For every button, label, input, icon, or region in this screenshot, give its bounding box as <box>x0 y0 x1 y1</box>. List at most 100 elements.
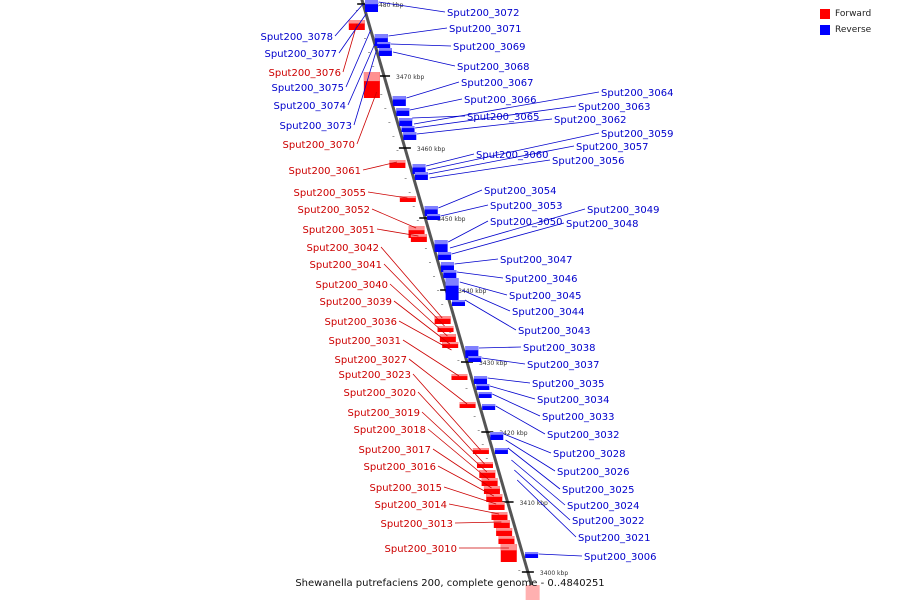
gene-label-reverse[interactable]: Sput200_3073 <box>280 121 353 132</box>
gene-label-forward[interactable]: Sput200_3040 <box>316 280 389 291</box>
forward-gene-block <box>493 520 510 528</box>
gene-label-leader <box>390 43 452 47</box>
gene-label-reverse[interactable]: Sput200_3021 <box>578 533 651 544</box>
gene-label-leader <box>461 289 511 312</box>
reverse-gene-block <box>396 108 410 116</box>
forward-gene-highlight <box>363 72 380 82</box>
gene-label-leader <box>417 391 485 465</box>
gene-label-reverse[interactable]: Sput200_3072 <box>447 8 520 19</box>
gene-label-reverse[interactable]: Sput200_3053 <box>490 201 563 212</box>
gene-label-forward[interactable]: Sput200_3016 <box>364 462 437 473</box>
gene-label-forward[interactable]: Sput200_3031 <box>329 336 402 347</box>
gene-label-forward[interactable]: Sput200_3027 <box>335 355 408 366</box>
forward-gene-block <box>434 316 451 324</box>
gene-label-reverse[interactable]: Sput200_3045 <box>509 291 582 302</box>
gene-label-reverse[interactable]: Sput200_3075 <box>272 83 345 94</box>
forward-gene-block <box>481 478 498 486</box>
gene-label-reverse[interactable]: Sput200_3068 <box>457 62 530 73</box>
gene-label-reverse[interactable]: Sput200_3059 <box>601 129 674 140</box>
gene-label-leader <box>406 81 460 99</box>
gene-label-reverse[interactable]: Sput200_3050 <box>490 217 563 228</box>
gene-label-reverse[interactable]: Sput200_3057 <box>576 142 649 153</box>
reverse-gene-highlight <box>443 270 457 273</box>
gene-label-forward[interactable]: Sput200_3051 <box>303 225 376 236</box>
gene-label-reverse[interactable]: Sput200_3054 <box>484 186 557 197</box>
axis-dot <box>433 276 436 277</box>
gene-label-reverse[interactable]: Sput200_3071 <box>449 24 522 35</box>
gene-label-reverse[interactable]: Sput200_3066 <box>464 95 537 106</box>
forward-swatch <box>820 9 830 19</box>
axis-dot <box>355 10 358 11</box>
gene-label-reverse[interactable]: Sput200_3025 <box>562 485 635 496</box>
gene-label-reverse[interactable]: Sput200_3067 <box>461 78 534 89</box>
gene-label-reverse[interactable]: Sput200_3043 <box>518 326 591 337</box>
gene-label-forward[interactable]: Sput200_3039 <box>320 297 393 308</box>
gene-label-reverse[interactable]: Sput200_3077 <box>265 49 338 60</box>
reverse-gene-highlight <box>465 346 479 351</box>
gene-label-leader <box>447 220 489 243</box>
gene-label-forward[interactable]: Sput200_3023 <box>339 370 412 381</box>
gene-label-leader <box>456 271 504 279</box>
forward-gene-highlight <box>476 462 493 465</box>
reverse-gene-highlight <box>434 240 448 245</box>
gene-label-reverse[interactable]: Sput200_3032 <box>547 430 620 441</box>
gene-label-leader <box>507 447 561 490</box>
gene-label-forward[interactable]: Sput200_3020 <box>344 388 417 399</box>
gene-label-leader <box>415 105 577 129</box>
forward-gene-block <box>491 512 508 520</box>
reverse-gene-highlight <box>378 48 392 51</box>
gene-label-forward[interactable]: Sput200_3014 <box>375 500 448 511</box>
gene-label-forward[interactable]: Sput200_3076 <box>269 68 342 79</box>
reverse-gene-block <box>440 262 454 272</box>
gene-label-leader <box>338 13 367 54</box>
gene-label-forward[interactable]: Sput200_3070 <box>283 140 356 151</box>
gene-label-forward[interactable]: Sput200_3055 <box>294 188 367 199</box>
reverse-gene-highlight <box>494 448 508 451</box>
axis-dot <box>518 570 521 571</box>
gene-label-reverse[interactable]: Sput200_3074 <box>274 101 347 112</box>
gene-label-reverse[interactable]: Sput200_3048 <box>566 219 639 230</box>
gene-label-reverse[interactable]: Sput200_3049 <box>587 205 660 216</box>
gene-label-reverse[interactable]: Sput200_3034 <box>537 395 610 406</box>
gene-label-forward[interactable]: Sput200_3041 <box>310 260 383 271</box>
gene-label-forward[interactable]: Sput200_3015 <box>370 483 443 494</box>
gene-label-leader <box>334 3 364 37</box>
gene-label-reverse[interactable]: Sput200_3006 <box>584 552 657 563</box>
gene-label-forward[interactable]: Sput200_3042 <box>307 243 380 254</box>
gene-label-reverse[interactable]: Sput200_3044 <box>512 307 585 318</box>
forward-gene-block <box>486 494 503 502</box>
axis-dot <box>412 206 415 207</box>
forward-gene-highlight <box>408 226 425 231</box>
axis-dot <box>477 430 480 431</box>
gene-label-reverse[interactable]: Sput200_3062 <box>554 115 627 126</box>
gene-label-leader <box>367 191 408 199</box>
gene-label-reverse[interactable]: Sput200_3078 <box>261 32 334 43</box>
gene-label-forward[interactable]: Sput200_3052 <box>298 205 371 216</box>
gene-label-forward[interactable]: Sput200_3061 <box>289 166 362 177</box>
gene-label-reverse[interactable]: Sput200_3037 <box>527 360 600 371</box>
gene-label-forward[interactable]: Sput200_3018 <box>354 425 427 436</box>
gene-label-reverse[interactable]: Sput200_3069 <box>453 42 526 53</box>
gene-label-reverse[interactable]: Sput200_3063 <box>578 102 651 113</box>
gene-label-reverse[interactable]: Sput200_3065 <box>467 112 540 123</box>
gene-label-reverse[interactable]: Sput200_3026 <box>557 467 630 478</box>
gene-label-reverse[interactable]: Sput200_3056 <box>552 156 625 167</box>
gene-label-reverse[interactable]: Sput200_3064 <box>601 88 674 99</box>
gene-label-forward[interactable]: Sput200_3019 <box>348 408 421 419</box>
gene-label-reverse[interactable]: Sput200_3060 <box>476 150 549 161</box>
gene-label-forward[interactable]: Sput200_3013 <box>381 519 454 530</box>
gene-label-forward[interactable]: Sput200_3010 <box>385 544 458 555</box>
gene-label-forward[interactable]: Sput200_3017 <box>359 445 432 456</box>
gene-label-reverse[interactable]: Sput200_3033 <box>542 412 615 423</box>
gene-label-reverse[interactable]: Sput200_3038 <box>523 343 596 354</box>
gene-label-reverse[interactable]: Sput200_3035 <box>532 379 605 390</box>
gene-label-reverse[interactable]: Sput200_3028 <box>553 449 626 460</box>
gene-label-leader <box>459 281 508 296</box>
gene-label-leader <box>451 222 565 255</box>
gene-label-reverse[interactable]: Sput200_3047 <box>500 255 573 266</box>
gene-label-forward[interactable]: Sput200_3036 <box>325 317 398 328</box>
gene-label-reverse[interactable]: Sput200_3046 <box>505 274 578 285</box>
gene-label-reverse[interactable]: Sput200_3022 <box>572 516 645 527</box>
gene-label-reverse[interactable]: Sput200_3024 <box>567 501 640 512</box>
axis-dot <box>392 136 395 137</box>
